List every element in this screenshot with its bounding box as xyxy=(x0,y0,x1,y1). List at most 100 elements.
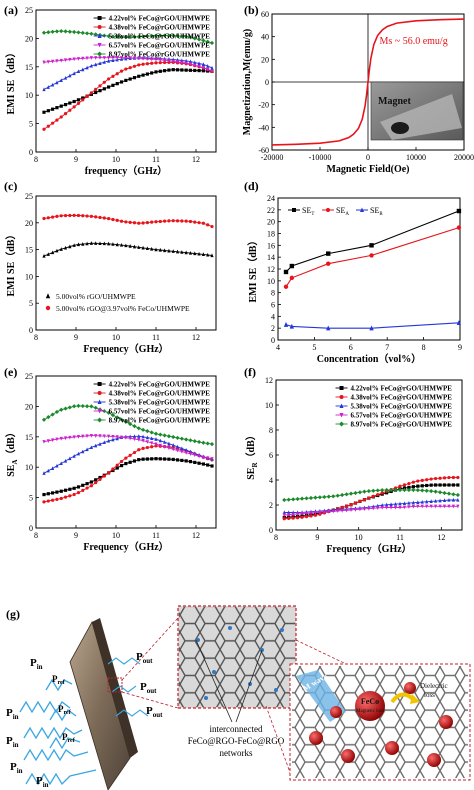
data-point xyxy=(154,70,158,74)
data-point xyxy=(282,517,286,521)
data-point xyxy=(89,31,94,36)
data-point xyxy=(180,458,184,463)
data-point xyxy=(63,406,68,411)
data-point xyxy=(420,478,424,482)
data-point xyxy=(201,455,205,460)
legend-marker xyxy=(339,403,344,408)
data-point xyxy=(362,498,366,502)
data-point xyxy=(42,216,46,221)
data-point xyxy=(72,486,76,490)
data-point xyxy=(397,487,403,493)
legend-marker xyxy=(97,409,102,414)
data-point xyxy=(167,59,171,63)
data-point xyxy=(416,479,420,483)
data-point xyxy=(132,244,137,249)
data-point xyxy=(158,33,163,38)
data-point xyxy=(55,497,59,502)
p-ref-label-3: Pref xyxy=(62,732,76,744)
data-point xyxy=(111,467,115,471)
data-point xyxy=(93,32,98,37)
data-point xyxy=(94,215,98,219)
data-point xyxy=(128,34,133,40)
series-line xyxy=(43,57,213,90)
data-point xyxy=(59,247,63,251)
data-point xyxy=(184,437,189,442)
data-point xyxy=(158,219,162,224)
data-point xyxy=(98,215,102,220)
data-point xyxy=(158,58,162,62)
data-point xyxy=(50,412,55,417)
data-point xyxy=(89,56,93,60)
data-point xyxy=(437,490,443,495)
data-point xyxy=(158,61,162,65)
data-point xyxy=(76,485,81,489)
data-point xyxy=(166,434,172,439)
x-tick-label: 10000 xyxy=(406,153,426,162)
y-tick-label: 22 xyxy=(267,206,275,215)
data-point xyxy=(154,457,158,461)
data-point xyxy=(335,493,340,498)
data-point xyxy=(63,245,68,250)
data-point xyxy=(317,495,322,500)
data-point xyxy=(411,480,415,484)
legend-marker xyxy=(339,421,345,427)
legend-label: 4.38vol% FeCo@rGO/UHMWPE xyxy=(351,394,453,402)
data-point xyxy=(98,56,102,60)
data-point xyxy=(81,449,85,454)
data-point xyxy=(46,30,51,35)
data-point xyxy=(429,499,433,503)
data-point xyxy=(180,60,184,65)
data-point xyxy=(434,476,438,481)
data-point xyxy=(193,460,197,465)
y-tick-label: 20 xyxy=(25,402,33,411)
series-line xyxy=(284,477,458,520)
data-point xyxy=(46,85,50,89)
data-point xyxy=(137,221,141,225)
data-point xyxy=(175,435,180,440)
data-point xyxy=(85,94,89,98)
data-point xyxy=(196,37,202,42)
p-out-label-1: Pout xyxy=(136,651,153,665)
data-point xyxy=(456,475,460,480)
data-point xyxy=(124,456,128,460)
legend-label: 8.97vol% FeCo@rGO/UHMWPE xyxy=(351,421,453,429)
data-point xyxy=(371,488,376,493)
data-point xyxy=(51,250,55,255)
data-point xyxy=(84,404,90,409)
data-point xyxy=(180,446,184,451)
data-point xyxy=(384,487,389,493)
y-tick-label: 60 xyxy=(261,10,269,19)
data-point xyxy=(102,440,106,445)
data-point xyxy=(51,466,55,470)
y-tick-label: 0 xyxy=(29,524,33,533)
legend-label: 4.38vol% FeCo@rGO/UHMWPE xyxy=(109,24,211,32)
data-point xyxy=(171,219,175,223)
data-point xyxy=(107,434,111,439)
series-line xyxy=(43,57,213,72)
panel-letter: (c) xyxy=(4,179,17,193)
data-point xyxy=(197,454,201,459)
data-point xyxy=(128,421,133,427)
data-point xyxy=(72,105,76,109)
data-point xyxy=(201,62,205,66)
data-point xyxy=(55,106,59,110)
data-point xyxy=(184,219,188,223)
legend-marker xyxy=(97,25,102,29)
data-point xyxy=(158,443,162,448)
data-point xyxy=(447,475,451,480)
x-tick-label: 20000 xyxy=(454,153,474,162)
data-point xyxy=(407,481,411,486)
data-point xyxy=(107,56,111,60)
data-point xyxy=(362,489,367,494)
data-point xyxy=(119,242,124,247)
data-point xyxy=(407,505,411,509)
data-point xyxy=(89,445,93,450)
data-point xyxy=(201,221,205,225)
y-tick-label: 8 xyxy=(271,289,275,298)
data-point xyxy=(188,62,193,67)
data-point xyxy=(72,213,76,217)
data-point xyxy=(201,440,206,445)
data-point xyxy=(59,461,63,466)
legend-label: 8.97vol% FeCo@rGO/UHMWPE xyxy=(109,417,211,425)
data-point xyxy=(137,245,141,249)
